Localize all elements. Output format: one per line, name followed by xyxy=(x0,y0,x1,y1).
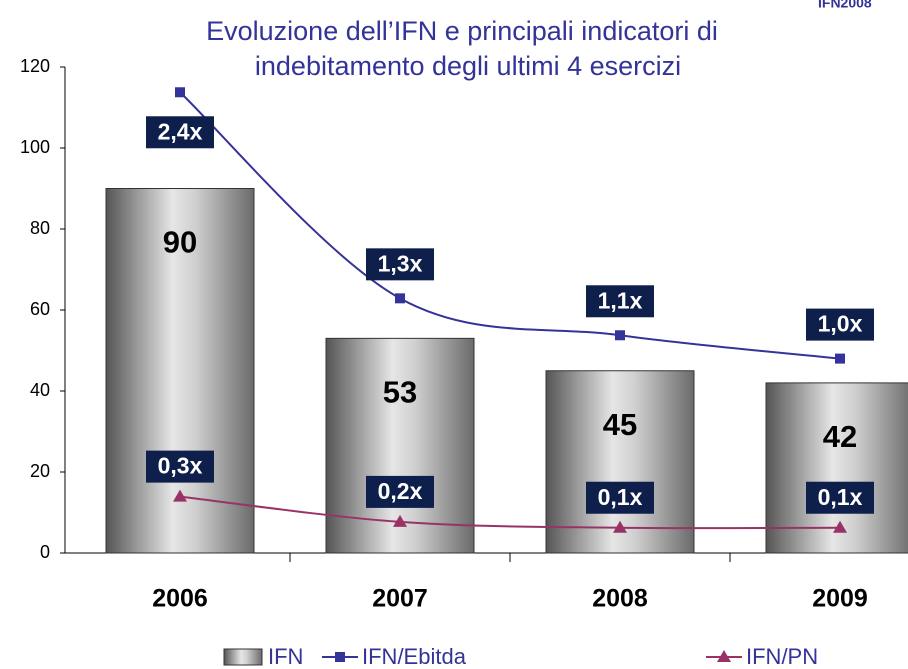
bar-label: 90 xyxy=(163,225,197,260)
data-label-box xyxy=(806,308,874,341)
legend-marker xyxy=(335,652,345,662)
data-label-box xyxy=(366,475,434,508)
bar-label: 45 xyxy=(603,407,637,442)
bar xyxy=(765,382,908,554)
data-label: 0,3x xyxy=(158,453,203,479)
data-label: 0,2x xyxy=(378,478,423,504)
bar-label: 42 xyxy=(823,419,857,454)
data-label: 0,1x xyxy=(598,484,643,510)
marker xyxy=(393,514,407,527)
y-tick-label: 0 xyxy=(40,542,50,562)
data-label: 1,3x xyxy=(378,250,423,276)
marker xyxy=(173,489,187,502)
y-tick-label: 20 xyxy=(30,461,50,481)
data-label-box xyxy=(366,248,434,281)
bar-label: 53 xyxy=(383,375,417,410)
y-tick-label: 40 xyxy=(30,380,50,400)
data-label-box xyxy=(806,481,874,514)
data-label-box xyxy=(146,116,214,149)
x-tick-label: 2008 xyxy=(592,585,648,613)
annotation: IFN2008 xyxy=(818,0,872,11)
marker xyxy=(835,353,845,364)
marker xyxy=(613,520,627,533)
legend-marker xyxy=(717,650,731,662)
data-label: 1,0x xyxy=(818,311,863,337)
y-tick-label: 100 xyxy=(20,137,50,157)
marker xyxy=(833,520,847,533)
legend-label: IFN/Ebitda xyxy=(362,644,467,669)
y-tick-label: 60 xyxy=(30,299,50,319)
marker xyxy=(395,293,405,304)
marker xyxy=(615,330,625,341)
data-label: 2,4x xyxy=(158,118,203,144)
data-label-box xyxy=(586,481,654,514)
data-label: 1,1x xyxy=(598,287,643,313)
line xyxy=(179,495,841,530)
data-label-box xyxy=(146,450,214,483)
x-tick-label: 2007 xyxy=(372,585,428,613)
legend-label: IFN/PN xyxy=(746,644,818,669)
x-tick-label: 2006 xyxy=(152,585,208,613)
chart-title: indebitamento degli ultimi 4 esercizi xyxy=(255,51,681,81)
chart-title: Evoluzione dell’IFN e principali indicat… xyxy=(206,16,718,46)
y-tick-label: 80 xyxy=(30,218,50,238)
marker xyxy=(175,87,185,98)
legend-label: IFN xyxy=(268,644,303,669)
data-label: 0,1x xyxy=(818,484,863,510)
y-tick-label: 120 xyxy=(20,56,50,76)
line xyxy=(179,91,841,360)
legend-swatch xyxy=(223,648,263,666)
data-label-box xyxy=(586,285,654,318)
x-tick-label: 2009 xyxy=(812,585,868,613)
